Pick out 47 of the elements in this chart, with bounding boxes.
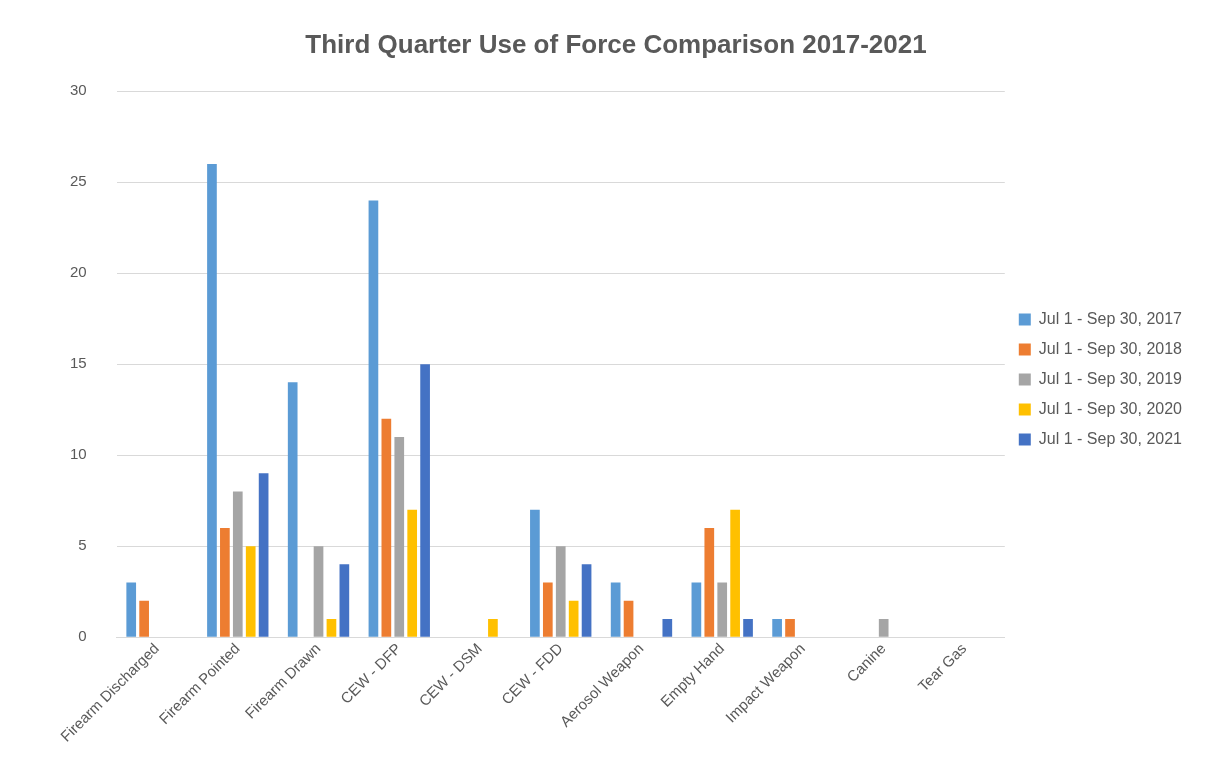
- y-tick-label: 25: [70, 172, 87, 190]
- bar: [717, 582, 728, 637]
- bar: [207, 163, 217, 637]
- bar: [381, 418, 392, 637]
- y-tick-label: 30: [70, 81, 87, 99]
- bar: [488, 618, 498, 637]
- legend-label: Jul 1 - Sep 30, 2021: [1038, 429, 1183, 447]
- legend-label: Jul 1 - Sep 30, 2020: [1038, 399, 1183, 417]
- bar: [407, 509, 418, 637]
- bar: [785, 618, 795, 637]
- bar: [691, 582, 702, 637]
- bar: [139, 600, 149, 637]
- bar: [878, 618, 889, 637]
- bar: [610, 582, 621, 637]
- y-tick-label: 15: [70, 354, 87, 372]
- bar: [542, 582, 553, 637]
- bar: [704, 527, 715, 637]
- bar: [555, 546, 566, 637]
- y-tick-label: 5: [78, 536, 87, 554]
- bar: [313, 546, 324, 637]
- bar: [662, 618, 673, 637]
- bar: [258, 473, 269, 637]
- y-tick-label: 0: [78, 627, 87, 645]
- bar: [581, 564, 592, 637]
- legend-label: Jul 1 - Sep 30, 2017: [1038, 309, 1183, 327]
- bar: [772, 618, 782, 637]
- legend-label: Jul 1 - Sep 30, 2018: [1038, 339, 1183, 357]
- y-tick-label: 10: [70, 445, 87, 463]
- bar: [568, 600, 579, 637]
- bar: [368, 200, 379, 637]
- y-tick-label: 20: [70, 263, 87, 281]
- bar: [420, 364, 430, 637]
- bar: [245, 546, 256, 637]
- bar: [232, 491, 243, 637]
- legend-label: Jul 1 - Sep 30, 2019: [1038, 369, 1183, 387]
- bar: [339, 564, 350, 637]
- chart-title: Third Quarter Use of Force Comparison 2017-2021: [305, 28, 927, 59]
- bar: [743, 618, 753, 637]
- bar: [220, 527, 230, 637]
- bar: [394, 436, 405, 637]
- bar: [126, 582, 137, 637]
- bar: [730, 509, 740, 637]
- bar: [326, 618, 337, 637]
- bar: [623, 600, 634, 637]
- bar: [287, 382, 298, 637]
- bar: [530, 509, 540, 637]
- x-tick-label: Tear Gas: [914, 639, 970, 695]
